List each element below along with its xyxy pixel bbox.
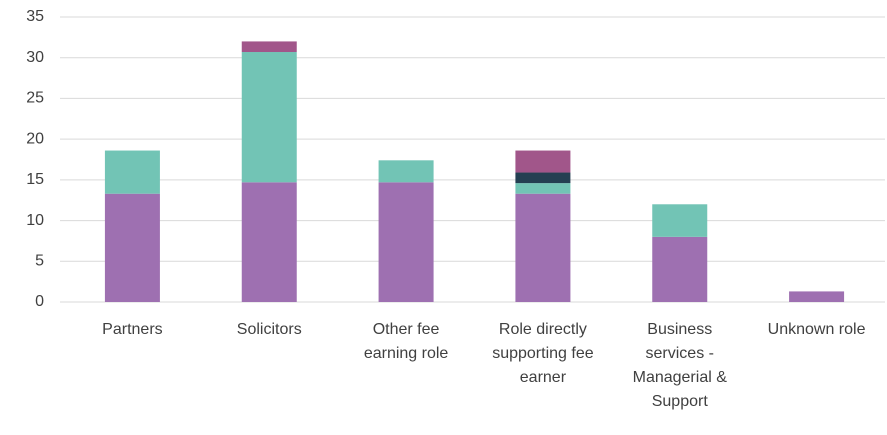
bar-segment bbox=[241, 52, 297, 183]
x-tick-label: Role directly supporting fee earner bbox=[492, 321, 594, 386]
bar-segment bbox=[652, 236, 708, 302]
x-tick-label: Partners bbox=[102, 321, 163, 338]
bar-segment bbox=[515, 150, 571, 173]
bar-segment bbox=[378, 160, 434, 183]
bar-segment bbox=[378, 182, 434, 302]
x-tick-label: Business services - Managerial & Support bbox=[632, 321, 727, 410]
bar-segment bbox=[515, 193, 571, 302]
y-tick-label: 20 bbox=[26, 130, 44, 147]
bar-segment bbox=[241, 41, 297, 53]
x-tick-label: Other fee earning role bbox=[363, 321, 449, 362]
y-tick-label: 5 bbox=[35, 253, 44, 270]
bar-segment bbox=[104, 150, 160, 194]
x-tick-label: Solicitors bbox=[236, 321, 302, 338]
bar-segment bbox=[515, 183, 571, 194]
bar-segment bbox=[515, 172, 571, 184]
y-tick-label: 0 bbox=[35, 293, 44, 310]
bar-segment bbox=[789, 291, 845, 302]
y-tick-label: 25 bbox=[26, 90, 44, 107]
y-tick-label: 35 bbox=[26, 8, 44, 25]
bar-segment bbox=[652, 204, 708, 237]
bar-segment bbox=[104, 193, 160, 302]
y-tick-label: 30 bbox=[26, 49, 44, 66]
y-tick-label: 15 bbox=[26, 171, 44, 188]
bar-segment bbox=[241, 182, 297, 302]
y-tick-label: 10 bbox=[26, 212, 44, 229]
x-tick-label: Unknown role bbox=[767, 321, 866, 338]
